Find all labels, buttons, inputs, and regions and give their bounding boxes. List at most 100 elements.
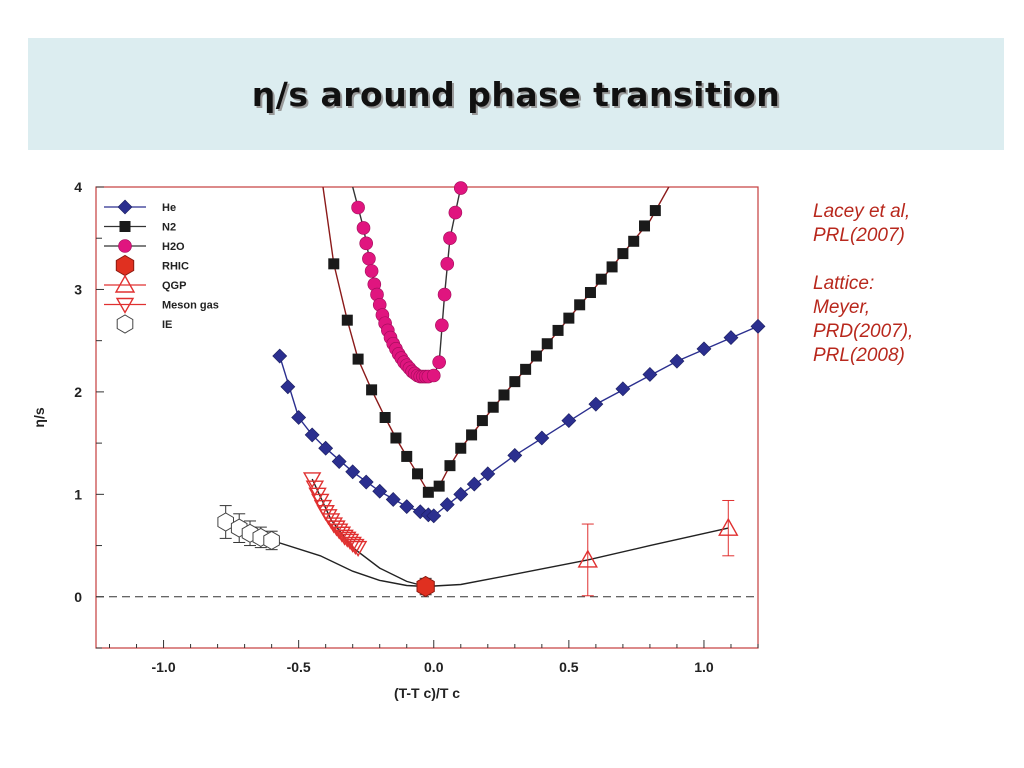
he-point xyxy=(561,413,577,428)
h2o-point xyxy=(351,200,365,215)
he-point xyxy=(588,396,604,412)
he-point xyxy=(534,430,550,446)
citation-lacey-2: PRL(2007) xyxy=(813,225,905,246)
legend-marker-rhic xyxy=(115,254,135,277)
n2-point xyxy=(520,363,532,375)
he-point xyxy=(480,466,496,482)
meson-gas-point xyxy=(302,472,322,489)
n2-point xyxy=(530,350,542,362)
legend-label-rhic: RHIC xyxy=(162,261,189,273)
he-point xyxy=(331,454,347,469)
n2-point xyxy=(390,432,402,444)
he-point xyxy=(507,447,523,463)
h2o-point xyxy=(453,181,468,195)
n2-point xyxy=(541,338,553,350)
n2-point xyxy=(487,401,499,413)
he-point xyxy=(272,348,288,364)
legend-label-qgp: QGP xyxy=(162,280,186,292)
y-axis-label: η/s xyxy=(31,407,47,427)
n2-point xyxy=(498,389,510,401)
he-point xyxy=(385,492,401,507)
h2o-point xyxy=(364,264,379,278)
slide-title: η/s around phase transition xyxy=(251,74,781,114)
meson-gas-point xyxy=(308,487,327,504)
n2-point xyxy=(476,415,488,427)
n2-point xyxy=(628,235,640,247)
n2-point xyxy=(552,324,564,336)
meson-gas-point xyxy=(327,520,346,537)
he-point xyxy=(696,341,712,357)
title-band: η/s around phase transition xyxy=(28,38,1004,150)
x-tick-label: 0.5 xyxy=(559,659,579,675)
legend-label-ie: IE xyxy=(162,319,172,331)
legend-label-he: He xyxy=(162,202,176,214)
h2o-point xyxy=(440,257,455,271)
meson-gas-point xyxy=(343,536,362,553)
he-point xyxy=(280,379,296,395)
legend-label-n2: N2 xyxy=(162,222,176,234)
legend-marker-n2 xyxy=(119,221,131,232)
meson-gas-point xyxy=(329,523,349,540)
y-tick-label: 1 xyxy=(74,486,82,502)
meson-gas-point xyxy=(348,540,368,558)
legend-marker-ie xyxy=(116,314,134,334)
n2-point xyxy=(412,468,424,480)
y-tick-label: 4 xyxy=(74,179,82,195)
he-point xyxy=(318,440,334,456)
he-point xyxy=(466,476,482,492)
h2o-point xyxy=(359,236,374,251)
he-point xyxy=(453,486,469,502)
n2-point xyxy=(466,429,478,441)
ie-point xyxy=(217,512,234,532)
rhic-point xyxy=(416,575,435,598)
he-point xyxy=(426,508,442,524)
h2o-point xyxy=(448,205,463,220)
curve-meson-fit xyxy=(311,478,426,588)
he-point xyxy=(750,318,766,334)
x-axis-label: (T-T c)/T c xyxy=(394,685,460,701)
x-tick-label: 1.0 xyxy=(694,659,714,675)
h2o-point xyxy=(435,318,449,333)
he-point xyxy=(345,464,361,480)
legend-marker-meson-gas xyxy=(115,297,135,314)
n2-point xyxy=(379,412,391,423)
he-point xyxy=(615,381,631,397)
he-point xyxy=(372,483,388,499)
n2-point xyxy=(509,376,521,388)
n2-point xyxy=(433,480,445,492)
he-point xyxy=(291,410,307,425)
h2o-point xyxy=(356,221,371,235)
plot-frame xyxy=(95,186,759,649)
citation-lattice-3: PRD(2007), xyxy=(813,321,914,342)
he-point xyxy=(304,427,320,443)
he-point xyxy=(642,367,658,382)
he-point xyxy=(358,474,374,490)
meson-gas-point xyxy=(346,538,365,555)
viscosity-chart: 0 1 2 3 4 -1.0 -0.5 0.0 0.5 1.0 (T-T c)/T c η/s He N2… xyxy=(31,179,766,701)
curve-theory xyxy=(225,521,729,588)
n2-point xyxy=(595,273,607,285)
n2-point xyxy=(639,220,651,232)
x-tick-label: 0.0 xyxy=(424,659,444,675)
n2-point xyxy=(563,312,575,324)
qgp-point xyxy=(718,517,739,536)
h2o-point xyxy=(362,251,376,266)
legend-marker-qgp xyxy=(114,274,136,293)
h2o-point xyxy=(443,231,457,246)
he-point xyxy=(669,353,685,369)
h2o-point xyxy=(432,355,446,369)
citation-lattice-1: Lattice: xyxy=(813,273,875,294)
n2-point xyxy=(444,460,456,472)
legend-marker-h2o xyxy=(118,239,132,253)
n2-point xyxy=(422,486,434,498)
he-point xyxy=(439,497,455,513)
y-tick-label: 3 xyxy=(74,281,82,297)
y-tick-label: 0 xyxy=(74,589,82,605)
h2o-point xyxy=(426,368,441,383)
x-tick-label: -0.5 xyxy=(287,659,311,675)
n2-point xyxy=(328,258,340,270)
ie-point xyxy=(263,530,280,550)
n2-point xyxy=(341,314,353,326)
n2-point xyxy=(617,248,629,260)
meson-gas-point xyxy=(311,493,330,510)
